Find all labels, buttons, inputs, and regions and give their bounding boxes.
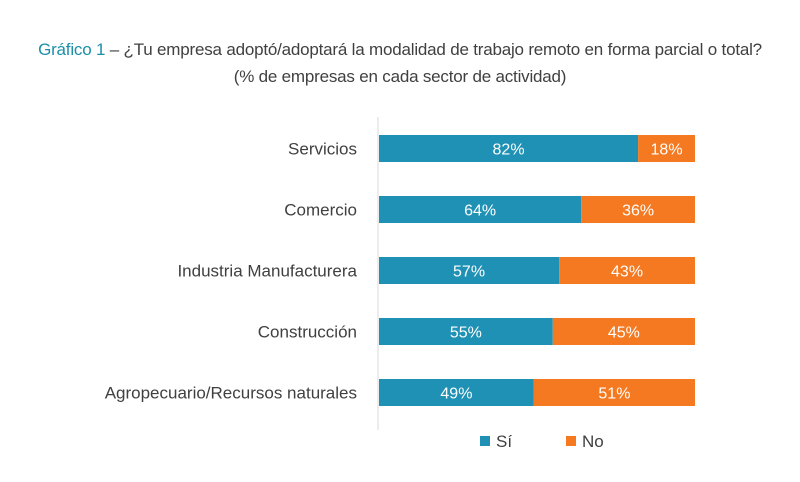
bar-no-industria-manufacturera <box>559 257 695 284</box>
chart-title-text: – ¿Tu empresa adoptó/adoptará la modalid… <box>105 40 762 59</box>
legend-swatch-si <box>480 436 490 446</box>
legend-swatch-no <box>566 436 576 446</box>
data-label-no-servicios: 18% <box>651 142 683 159</box>
category-label-servicios: Servicios <box>288 140 357 159</box>
data-label-si-agropecuario-recursos-naturales: 49% <box>440 386 472 403</box>
bar-no-agropecuario-recursos-naturales <box>533 379 695 406</box>
bar-si-agropecuario-recursos-naturales <box>379 379 534 406</box>
data-label-no-construccion: 45% <box>608 325 640 342</box>
legend-label-no: No <box>582 432 604 451</box>
data-label-no-comercio: 36% <box>622 203 654 220</box>
chart-subtitle: (% de empresas en cada sector de activid… <box>233 67 567 86</box>
bar-si-comercio <box>379 196 582 223</box>
bar-no-comercio <box>581 196 695 223</box>
legend-label-si: Sí <box>496 432 512 451</box>
data-label-si-servicios: 82% <box>493 142 525 159</box>
bar-no-servicios <box>638 135 695 162</box>
category-label-industria-manufacturera: Industria Manufacturera <box>177 262 357 281</box>
data-label-si-comercio: 64% <box>464 203 496 220</box>
bar-no-construccion <box>552 318 695 345</box>
bar-si-servicios <box>379 135 639 162</box>
data-label-si-industria-manufacturera: 57% <box>453 264 485 281</box>
category-label-agropecuario-recursos-naturales: Agropecuario/Recursos naturales <box>105 384 357 403</box>
category-label-construccion: Construcción <box>258 323 357 342</box>
bar-si-industria-manufacturera <box>379 257 560 284</box>
bar-si-construccion <box>379 318 553 345</box>
data-label-si-construccion: 55% <box>450 325 482 342</box>
data-label-no-agropecuario-recursos-naturales: 51% <box>598 386 630 403</box>
chart-title: Gráfico 1 – ¿Tu empresa adoptó/adoptará … <box>0 40 800 60</box>
data-label-no-industria-manufacturera: 43% <box>611 264 643 281</box>
category-label-comercio: Comercio <box>284 201 357 220</box>
chart-title-prefix: Gráfico 1 <box>38 40 106 59</box>
